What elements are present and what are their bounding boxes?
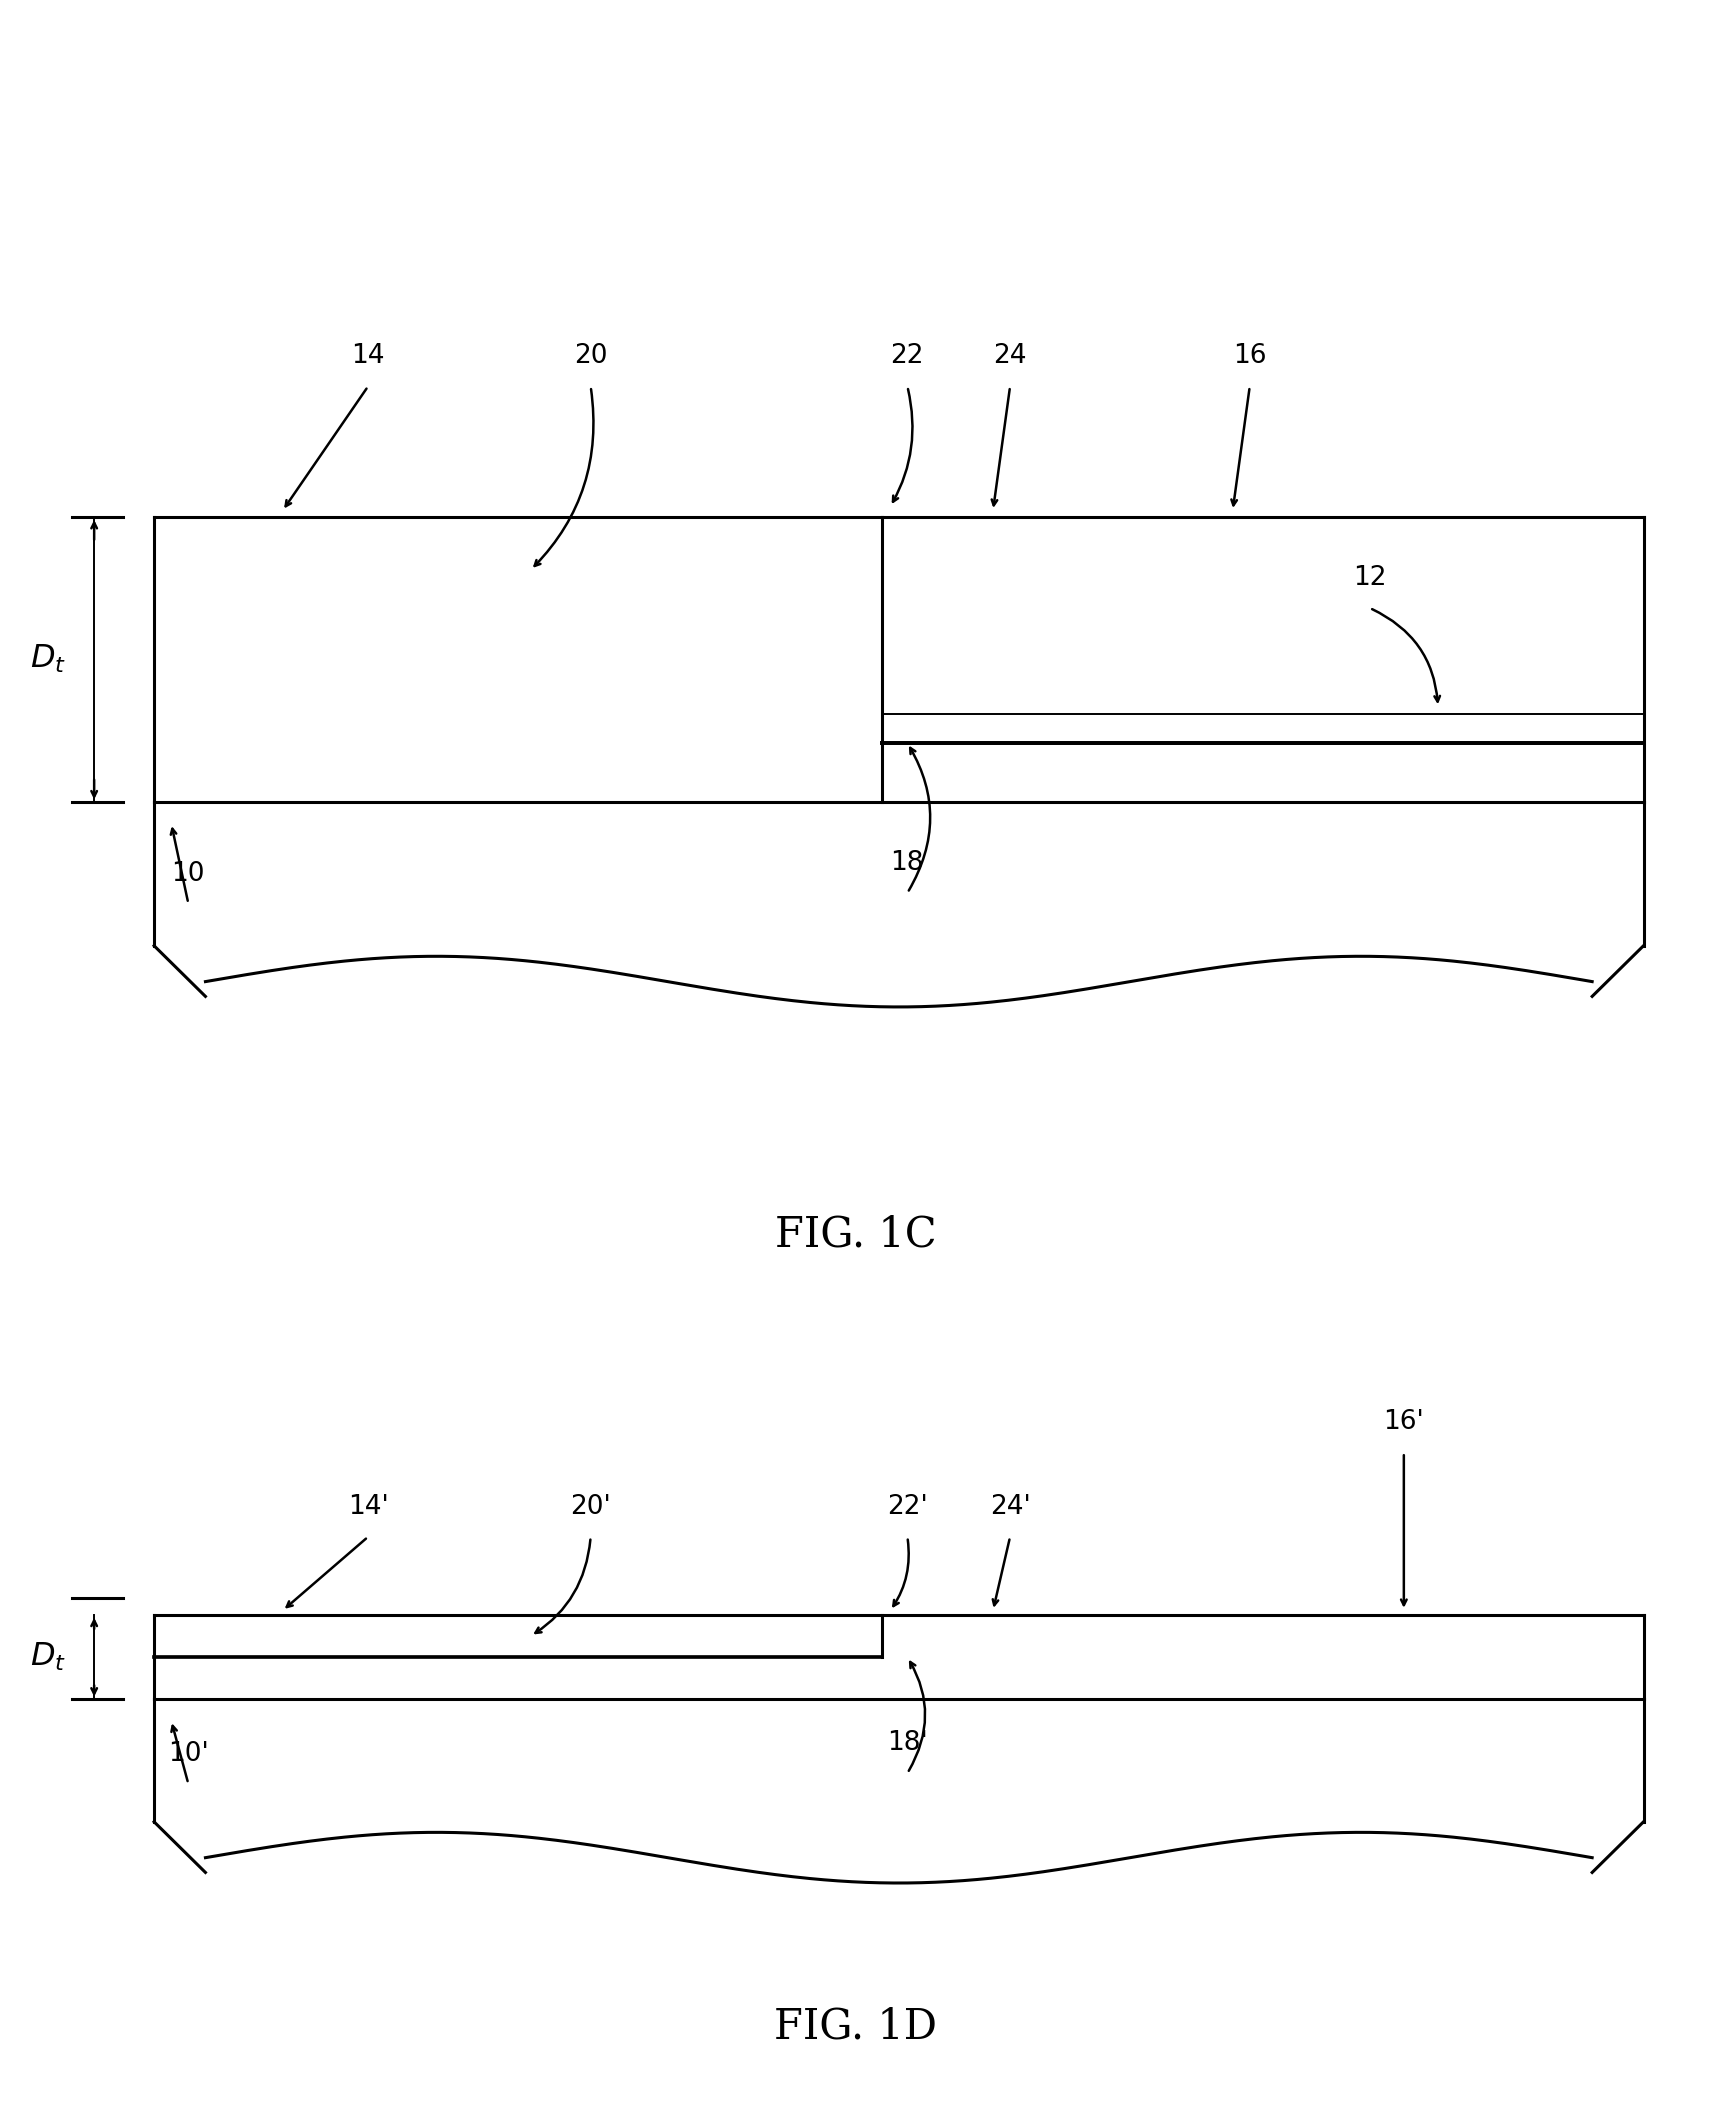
Text: 18': 18'	[887, 1731, 928, 1756]
Text: 14': 14'	[348, 1495, 389, 1520]
Text: FIG. 1D: FIG. 1D	[774, 2005, 938, 2048]
Text: 22': 22'	[887, 1495, 928, 1520]
Text: 20': 20'	[570, 1495, 611, 1520]
Text: 24: 24	[993, 344, 1027, 369]
Text: 10': 10'	[168, 1742, 209, 1767]
Text: $D_t$: $D_t$	[29, 1640, 67, 1674]
Text: 18: 18	[890, 851, 924, 876]
Text: 16': 16'	[1383, 1410, 1424, 1435]
Text: $D_t$: $D_t$	[29, 642, 67, 676]
Text: 12: 12	[1352, 566, 1387, 591]
Text: 20: 20	[574, 344, 608, 369]
Text: 10: 10	[171, 861, 205, 887]
Text: 14: 14	[351, 344, 385, 369]
Text: FIG. 1C: FIG. 1C	[776, 1214, 936, 1256]
Text: 24': 24'	[990, 1495, 1031, 1520]
Text: 16: 16	[1233, 344, 1267, 369]
Text: 22: 22	[890, 344, 924, 369]
